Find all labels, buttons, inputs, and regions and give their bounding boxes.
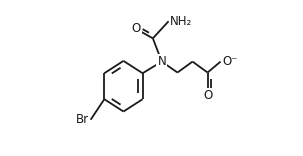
Text: NH₂: NH₂ [170,15,192,28]
Text: O⁻: O⁻ [222,55,238,68]
Text: O: O [131,22,140,35]
Text: N: N [157,55,166,68]
Text: Br: Br [76,113,89,126]
Text: O: O [203,89,212,102]
